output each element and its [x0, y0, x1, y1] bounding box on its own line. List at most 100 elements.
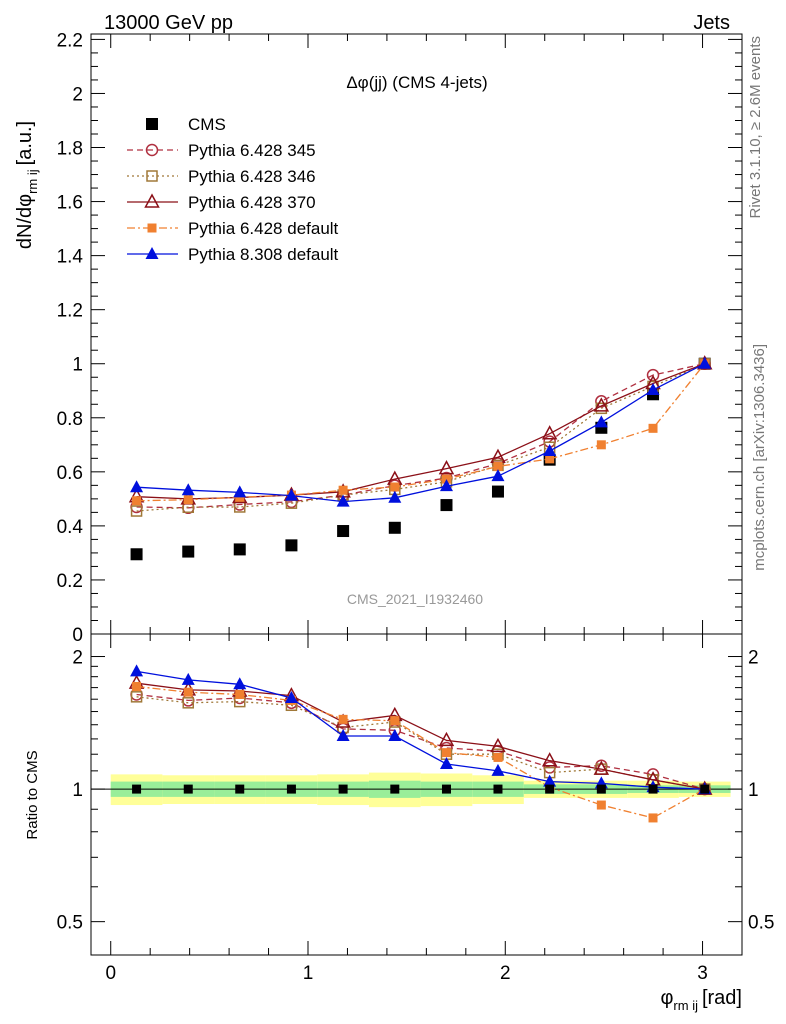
ratio-series-0-line: [136, 693, 705, 790]
main-series-5-point-shape: [594, 415, 608, 428]
ratio-series-3-point-shape: [390, 716, 400, 726]
main-series-1-point-shape: [595, 395, 608, 408]
main-series-2-point-shape: [130, 505, 143, 517]
main-y-tick-label: 1: [72, 355, 83, 376]
ratio-series-4-point-shape: [130, 664, 144, 677]
ratio-series-4-line: [136, 670, 705, 790]
ratio-series-4-point-shape: [233, 677, 247, 690]
main-series-4-point-shape: [493, 461, 503, 471]
main-series-0-point-shape: [440, 499, 453, 512]
main-series-0-point: [182, 545, 195, 558]
legend-marker: [146, 170, 158, 182]
legend-label: Pythia 6.428 default: [188, 219, 339, 238]
main-y-tick-label: 0.6: [57, 463, 83, 484]
main-panel: 0 0.2 0.4 0.6 0.8 1 1.2 1.4 1.6 1.8 2 2.2 Δφ(jj) (C…: [14, 30, 743, 646]
ratio-cms-reference-point: [286, 784, 296, 794]
ratio-cms-reference-point: [390, 784, 400, 794]
ratio-y-tick-label-right: 0.5: [748, 913, 774, 934]
main-series-5-point-shape: [543, 444, 557, 457]
main-y-tick-label: 2.2: [57, 30, 83, 51]
ratio-series-3-point: [132, 681, 142, 691]
mcplots-label: mcplots.cern.ch [arXiv:1306.3436]: [751, 344, 768, 571]
main-series-0-point-shape: [337, 525, 350, 538]
ratio-cms-reference-point-shape: [596, 784, 606, 794]
main-title: Δφ(jj) (CMS 4-jets): [346, 73, 487, 92]
main-series-4-point-shape: [545, 454, 555, 464]
ratio-series-1-point: [130, 691, 143, 703]
main-y-tick-label: 0.4: [57, 517, 84, 538]
main-series-0-point: [337, 525, 350, 538]
main-series-5-point-shape: [130, 480, 144, 493]
main-series-1-point: [646, 368, 660, 382]
ratio-series-2-point: [490, 737, 506, 753]
ratio-series-3-point-shape: [441, 748, 451, 758]
main-series-5-point-shape: [388, 490, 402, 503]
main-series-0-point: [491, 485, 504, 498]
main-y-tick-label: 0.2: [57, 571, 83, 592]
ratio-y-tick-label: 0.5: [57, 913, 83, 934]
ratio-y-tick-label-right: 2: [748, 648, 759, 669]
main-series-0-point: [285, 539, 298, 552]
legend-label: Pythia 8.308 default: [188, 245, 339, 264]
main-series-4-point: [648, 423, 658, 433]
ratio-cms-reference-point: [493, 784, 503, 794]
main-series-5-point-shape: [491, 469, 505, 482]
ratio-series-3-point: [338, 714, 348, 724]
ratio-series-4-point: [491, 763, 505, 776]
main-series-0-point-shape: [182, 545, 195, 558]
legend-item: Pythia 6.428 345: [127, 141, 316, 160]
ratio-y-axis-label: Ratio to CMS: [24, 750, 41, 839]
main-y-tick-label: 1.4: [57, 247, 84, 268]
ratio-series-3-point-shape: [338, 714, 348, 724]
legend-item: CMS: [146, 115, 226, 134]
ratio-cms-reference-point-shape: [545, 784, 555, 794]
ratio-cms-reference-point-shape: [390, 784, 400, 794]
ratio-cms-reference-point-shape: [493, 784, 503, 794]
ratio-series-1-point: [182, 697, 195, 709]
ratio-cms-reference-point: [700, 784, 710, 794]
ratio-y-tick-label-right: 1: [748, 780, 759, 801]
ratio-cms-reference-point-shape: [132, 784, 142, 794]
ratio-y-tick-label: 2: [72, 648, 83, 669]
ratio-cms-reference-point-shape: [441, 784, 451, 794]
main-series-4-point: [596, 440, 606, 450]
legend-label: Pythia 6.428 345: [188, 141, 316, 160]
ratio-series-4-point: [439, 757, 453, 770]
main-series-3-point-shape: [593, 397, 610, 412]
main-series-4-point: [390, 482, 400, 492]
ratio-series-2-point-shape: [490, 737, 506, 753]
main-series-5-point: [233, 485, 247, 498]
main-series-4-point: [132, 496, 142, 506]
xlabel-main: φ: [660, 987, 673, 1009]
ratio-cms-reference-point-shape: [648, 784, 658, 794]
legend-marker-shape: [144, 193, 160, 208]
main-series-4-point: [545, 454, 555, 464]
main-y-tick-label: 1.2: [57, 301, 83, 322]
main-series-5-point: [439, 479, 453, 492]
x-tick-label: 3: [697, 963, 708, 984]
main-series-2-point: [130, 505, 143, 517]
ratio-series-4-point-shape: [388, 728, 402, 741]
main-series-4-point-shape: [390, 482, 400, 492]
ratio-series-2-point-shape: [541, 752, 558, 767]
main-ylabel-unit: [a.u.]: [14, 121, 36, 165]
x-tick-label: 2: [500, 963, 511, 984]
ratio-series-3-point: [596, 800, 606, 810]
ratio-cms-reference-point: [441, 784, 451, 794]
ratio-series-3-point: [235, 689, 245, 699]
legend-marker-shape: [147, 223, 157, 233]
main-series-4-point-shape: [338, 485, 348, 495]
ratio-series-4-point: [284, 691, 298, 704]
x-axis-label: φrm ij [rad]: [660, 987, 742, 1013]
main-series-4-point: [493, 461, 503, 471]
main-series-1-point-shape: [646, 368, 660, 382]
ratio-series-4-point-shape: [284, 691, 298, 704]
ratio-y-tick-label: 1: [72, 780, 83, 801]
main-series-4-point-shape: [596, 440, 606, 450]
main-series-5-point: [388, 490, 402, 503]
main-series-3-point: [593, 397, 610, 412]
main-series-1-point: [595, 395, 608, 408]
main-series-3-point-shape: [438, 460, 455, 475]
legend-item: Pythia 6.428 346: [127, 167, 316, 186]
main-series-5-point: [336, 494, 350, 507]
